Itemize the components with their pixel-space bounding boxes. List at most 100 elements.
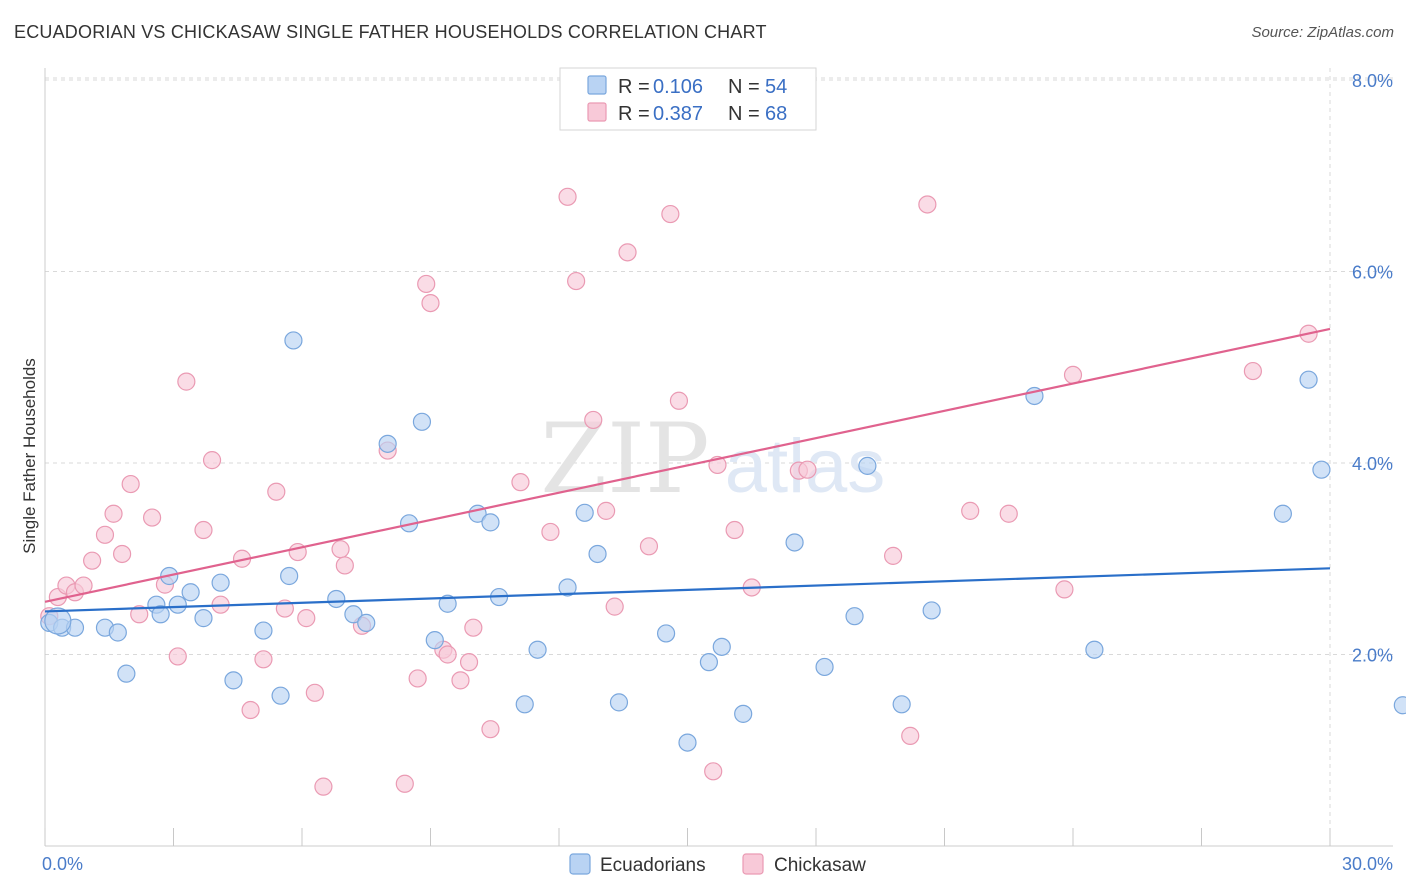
point-chickasaw bbox=[112, 544, 132, 564]
point-chickasaw bbox=[130, 605, 149, 624]
legend-r-label: R = bbox=[618, 76, 650, 98]
point-ecuadorians bbox=[271, 686, 290, 705]
point-ecuadorians bbox=[1273, 504, 1292, 523]
y-axis-label: Single Father Households bbox=[20, 358, 39, 554]
y-tick-label: 8.0% bbox=[1352, 71, 1393, 91]
point-chickasaw bbox=[417, 274, 436, 294]
point-chickasaw bbox=[1063, 365, 1083, 385]
point-ecuadorians bbox=[481, 513, 500, 532]
point-ecuadorians bbox=[528, 640, 547, 659]
bottom-legend: Ecuadorians Chickasaw bbox=[569, 853, 866, 876]
point-chickasaw bbox=[1055, 580, 1074, 599]
legend-n-label: N = bbox=[728, 76, 760, 98]
tick-labels: 2.0% 4.0% 6.0% 8.0% 0.0% 30.0% bbox=[42, 71, 1393, 874]
y-tick-label: 6.0% bbox=[1352, 263, 1393, 283]
point-chickasaw bbox=[168, 647, 187, 666]
point-chickasaw bbox=[83, 551, 102, 570]
x-tick-label: 30.0% bbox=[1342, 854, 1393, 874]
point-ecuadorians bbox=[558, 578, 577, 597]
point-chickasaw bbox=[408, 669, 427, 688]
point-chickasaw bbox=[241, 700, 260, 720]
point-chickasaw bbox=[395, 774, 414, 793]
point-ecuadorians bbox=[892, 695, 911, 714]
bottom-legend-swatch-chickasaw bbox=[742, 853, 764, 875]
legend-swatch-chickasaw bbox=[587, 102, 607, 122]
point-chickasaw bbox=[314, 777, 333, 796]
point-chickasaw bbox=[584, 410, 603, 430]
point-ecuadorians bbox=[734, 704, 753, 723]
point-chickasaw bbox=[597, 501, 616, 520]
point-chickasaw bbox=[335, 556, 354, 575]
point-chickasaw bbox=[918, 195, 937, 214]
point-chickasaw bbox=[567, 271, 586, 291]
point-ecuadorians bbox=[117, 664, 136, 683]
point-chickasaw bbox=[798, 460, 817, 479]
point-ecuadorians bbox=[845, 607, 864, 626]
point-ecuadorians bbox=[699, 653, 719, 672]
legend: R = 0.106 N = 54 R = 0.387 N = 68 bbox=[559, 67, 817, 131]
point-ecuadorians bbox=[815, 657, 834, 677]
trend-line-chickasaw bbox=[44, 327, 1331, 603]
x-tick-label: 0.0% bbox=[42, 854, 83, 874]
point-ecuadorians bbox=[922, 601, 941, 620]
point-chickasaw bbox=[254, 650, 273, 669]
point-ecuadorians bbox=[254, 621, 273, 640]
legend-r-label: R = bbox=[618, 103, 650, 125]
data-points bbox=[40, 187, 1406, 796]
source-credit: Source: ZipAtlas.com bbox=[1251, 24, 1394, 41]
point-ecuadorians bbox=[1312, 460, 1331, 479]
point-ecuadorians bbox=[327, 589, 346, 609]
legend-n-value: 68 bbox=[765, 103, 787, 125]
trend-line-ecuadorians bbox=[44, 567, 1331, 613]
point-chickasaw bbox=[639, 537, 659, 556]
point-chickasaw bbox=[704, 762, 723, 781]
point-ecuadorians bbox=[357, 613, 376, 633]
point-ecuadorians bbox=[575, 503, 594, 522]
point-chickasaw bbox=[464, 618, 483, 637]
point-chickasaw bbox=[305, 683, 324, 702]
point-chickasaw bbox=[438, 645, 457, 664]
legend-n-label: N = bbox=[728, 103, 760, 125]
point-ecuadorians bbox=[438, 594, 457, 613]
point-ecuadorians bbox=[588, 544, 607, 564]
point-chickasaw bbox=[618, 243, 637, 262]
point-ecuadorians bbox=[280, 566, 299, 586]
point-chickasaw bbox=[999, 504, 1018, 523]
point-ecuadorians bbox=[211, 573, 230, 592]
trend-lines bbox=[44, 327, 1331, 613]
point-ecuadorians bbox=[44, 607, 72, 635]
point-chickasaw bbox=[177, 372, 196, 391]
point-ecuadorians bbox=[1393, 696, 1406, 715]
point-chickasaw bbox=[194, 520, 213, 540]
bottom-legend-ecuadorians: Ecuadorians bbox=[600, 855, 706, 876]
point-ecuadorians bbox=[224, 671, 243, 690]
point-ecuadorians bbox=[194, 609, 213, 628]
point-chickasaw bbox=[961, 501, 980, 520]
point-chickasaw bbox=[511, 473, 530, 492]
point-ecuadorians bbox=[515, 695, 534, 714]
point-ecuadorians bbox=[284, 331, 303, 350]
point-chickasaw bbox=[605, 597, 624, 616]
point-chickasaw bbox=[142, 508, 162, 527]
point-ecuadorians bbox=[858, 456, 877, 475]
point-ecuadorians bbox=[181, 583, 200, 602]
chart-title: ECUADORIAN VS CHICKASAW SINGLE FATHER HO… bbox=[14, 22, 767, 42]
point-chickasaw bbox=[451, 671, 470, 690]
point-chickasaw bbox=[669, 391, 689, 410]
y-tick-label: 4.0% bbox=[1352, 454, 1393, 474]
point-ecuadorians bbox=[1085, 640, 1104, 659]
point-chickasaw bbox=[661, 204, 680, 224]
watermark-zip: ZIP bbox=[540, 403, 709, 515]
bottom-legend-swatch-ecuadorians bbox=[569, 853, 591, 875]
legend-r-value: 0.106 bbox=[653, 76, 703, 98]
point-chickasaw bbox=[481, 720, 500, 739]
point-ecuadorians bbox=[151, 605, 170, 624]
point-ecuadorians bbox=[678, 733, 697, 752]
point-chickasaw bbox=[267, 482, 286, 501]
point-ecuadorians bbox=[378, 434, 397, 453]
point-chickasaw bbox=[725, 520, 744, 540]
point-chickasaw bbox=[104, 504, 123, 523]
point-ecuadorians bbox=[108, 623, 127, 642]
point-chickasaw bbox=[901, 726, 920, 745]
